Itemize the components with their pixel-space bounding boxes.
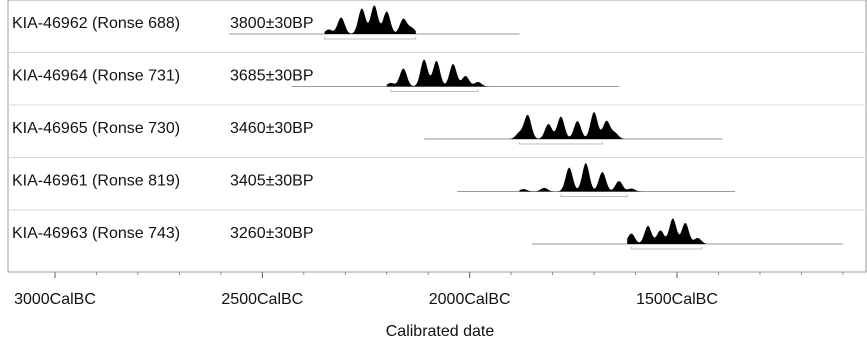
sample-lab-id: KIA-46962 (Ronse 688) <box>12 15 180 32</box>
sample-bp-age: 3260±30BP <box>230 225 314 242</box>
plot-frame <box>7 0 867 273</box>
x-tick-label: 2000CalBC <box>429 291 511 308</box>
probability-distribution <box>519 163 653 192</box>
probability-distribution <box>324 5 416 34</box>
probability-distribution <box>386 59 495 87</box>
probability-distribution <box>502 112 640 139</box>
probability-distribution <box>627 218 711 244</box>
sample-rows: KIA-46962 (Ronse 688) 3800±30BP KIA-46964 … <box>8 5 866 250</box>
sample-bp-age: 3405±30BP <box>230 173 314 190</box>
x-tick-label: 3000CalBC <box>14 291 96 308</box>
x-axis-title: Calibrated date <box>386 323 495 340</box>
sample-bp-age: 3460±30BP <box>230 120 314 137</box>
sample-lab-id: KIA-46961 (Ronse 819) <box>12 173 180 190</box>
sample-bp-age: 3800±30BP <box>230 15 314 32</box>
x-tick-label: 1500CalBC <box>636 291 718 308</box>
x-tick-label: 2500CalBC <box>221 291 303 308</box>
range-95-bracket <box>630 247 703 250</box>
sample-lab-id: KIA-46964 (Ronse 731) <box>12 68 180 85</box>
sample-lab-id: KIA-46965 (Ronse 730) <box>12 120 180 137</box>
range-95-bracket <box>390 89 479 92</box>
range-95-bracket <box>560 194 628 197</box>
sample-bp-age: 3685±30BP <box>230 68 314 85</box>
range-95-bracket <box>518 142 603 145</box>
range-95-bracket <box>324 37 417 40</box>
sample-lab-id: KIA-46963 (Ronse 743) <box>12 225 180 242</box>
x-axis: 3000CalBC 2500CalBC 2000CalBC 1500CalBC <box>14 272 844 308</box>
